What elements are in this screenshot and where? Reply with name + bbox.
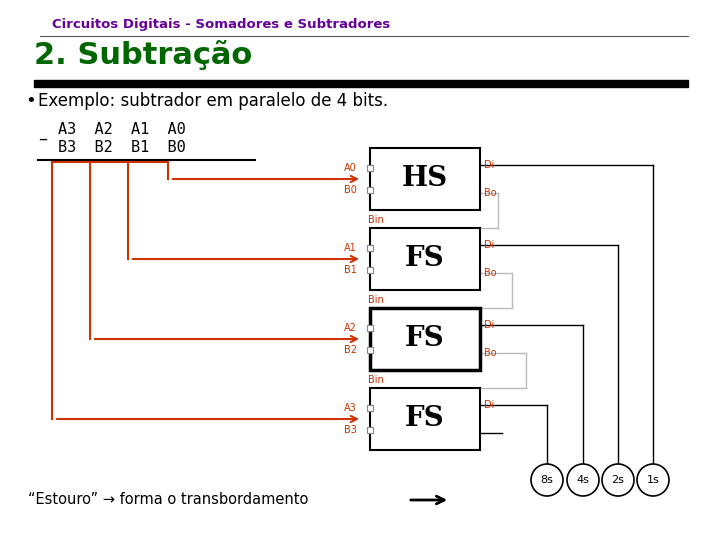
Text: 8s: 8s [541, 475, 554, 485]
Bar [367, 326, 373, 332]
Text: “Estouro” → forma o transbordamento: “Estouro” → forma o transbordamento [28, 492, 308, 508]
Text: A3  A2  A1  A0: A3 A2 A1 A0 [58, 122, 186, 137]
Text: A2: A2 [344, 323, 357, 334]
Text: Bo: Bo [484, 348, 497, 357]
Bar [367, 406, 373, 411]
Text: Bin: Bin [368, 375, 384, 385]
Text: A0: A0 [344, 164, 356, 173]
Circle shape [602, 464, 634, 496]
Text: 4s: 4s [577, 475, 590, 485]
Bar [367, 427, 373, 433]
Circle shape [567, 464, 599, 496]
Bar [370, 148, 480, 210]
Bar [370, 308, 480, 370]
Text: Bo: Bo [484, 268, 497, 278]
Text: FS: FS [405, 246, 445, 273]
Bar [367, 246, 373, 252]
Text: 2. Subtração: 2. Subtração [34, 40, 252, 70]
Text: B1: B1 [344, 265, 357, 274]
Text: B3  B2  B1  B0: B3 B2 B1 B0 [58, 140, 186, 155]
Text: •: • [25, 92, 36, 110]
Text: B0: B0 [344, 185, 357, 194]
Text: HS: HS [402, 165, 448, 192]
Text: 1s: 1s [647, 475, 660, 485]
Text: Di: Di [484, 400, 495, 410]
Bar [34, 80, 688, 87]
Bar [367, 186, 373, 193]
Text: Bin: Bin [368, 215, 384, 225]
Text: Di: Di [484, 320, 495, 330]
Text: –: – [38, 130, 47, 148]
Text: Bo: Bo [484, 187, 497, 198]
Bar [370, 228, 480, 290]
Text: 2s: 2s [611, 475, 624, 485]
Circle shape [531, 464, 563, 496]
Text: A3: A3 [344, 403, 356, 414]
Bar [367, 267, 373, 273]
Text: A1: A1 [344, 244, 356, 253]
Text: B2: B2 [344, 345, 357, 355]
Text: B3: B3 [344, 424, 357, 435]
Text: Bin: Bin [368, 295, 384, 305]
Bar [367, 165, 373, 172]
Bar [367, 347, 373, 353]
Circle shape [637, 464, 669, 496]
Text: Di: Di [484, 240, 495, 251]
Text: Circuitos Digitais - Somadores e Subtradores: Circuitos Digitais - Somadores e Subtrad… [52, 18, 390, 31]
Text: Di: Di [484, 160, 495, 170]
Bar [370, 388, 480, 450]
Text: FS: FS [405, 326, 445, 353]
Text: Exemplo: subtrador em paralelo de 4 bits.: Exemplo: subtrador em paralelo de 4 bits… [38, 92, 388, 110]
Text: FS: FS [405, 406, 445, 433]
